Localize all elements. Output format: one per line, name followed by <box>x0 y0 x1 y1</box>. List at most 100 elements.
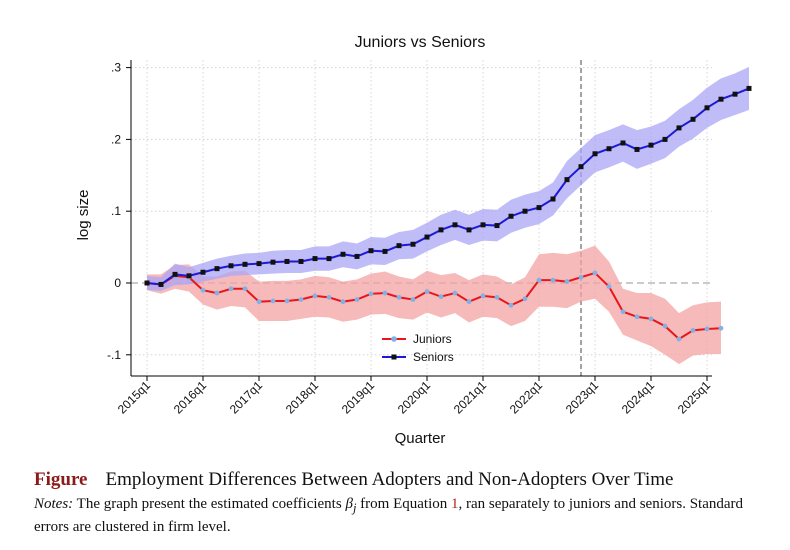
y-tick-label: .3 <box>111 61 121 75</box>
x-tick-label: 2024q1 <box>619 378 657 416</box>
juniors-point <box>368 291 374 297</box>
juniors-point <box>620 309 626 315</box>
seniors-point <box>508 213 514 219</box>
seniors-point <box>284 258 290 264</box>
seniors-point <box>438 227 444 233</box>
notes-text-1: The graph present the estimated coeffici… <box>76 496 346 512</box>
juniors-point <box>662 323 668 329</box>
juniors-point <box>214 290 220 296</box>
seniors-point <box>690 116 696 122</box>
juniors-point <box>480 293 486 299</box>
legend-seniors-label: Seniors <box>413 350 454 364</box>
y-tick-label: .2 <box>111 132 121 146</box>
seniors-point <box>228 263 234 269</box>
seniors-point <box>270 259 276 265</box>
figure-caption: Figure Employment Differences Between Ado… <box>34 468 754 537</box>
seniors-point <box>704 105 710 111</box>
juniors-point <box>550 277 556 283</box>
juniors-point <box>312 293 318 299</box>
juniors-point <box>564 279 570 284</box>
seniors-point <box>312 256 318 262</box>
seniors-point <box>620 140 626 146</box>
seniors-point <box>256 261 262 267</box>
y-tick-label: .1 <box>111 204 121 218</box>
seniors-point <box>424 234 430 240</box>
juniors-point <box>634 314 640 320</box>
juniors-point <box>536 277 542 283</box>
x-tick-label: 2015q1 <box>115 378 153 416</box>
juniors-point <box>494 294 500 300</box>
notes-text-2: from Equation <box>356 496 451 512</box>
juniors-point <box>592 270 598 276</box>
seniors-point <box>396 243 402 249</box>
equation-reference-link[interactable]: 1 <box>451 496 459 512</box>
juniors-point <box>382 290 388 296</box>
seniors-point <box>550 196 556 202</box>
juniors-point <box>200 287 206 293</box>
x-tick-label: 2019q1 <box>339 378 377 416</box>
seniors-point <box>480 222 486 228</box>
confidence-bands <box>147 66 749 365</box>
caption-title-line: Figure Employment Differences Between Ado… <box>34 468 754 492</box>
juniors-point <box>326 294 332 300</box>
juniors-point <box>704 326 710 332</box>
seniors-point <box>606 146 612 152</box>
juniors-point <box>690 327 696 333</box>
chart: .3 .2 .1 0 -.1 2015q1 2016q1 2017q1 2018q1 2019q… <box>75 34 752 447</box>
beta-subscript: j <box>352 501 357 515</box>
juniors-point <box>718 325 724 331</box>
seniors-point <box>158 281 164 287</box>
juniors-point <box>340 299 346 305</box>
series-markers <box>144 85 752 342</box>
legend-seniors-marker <box>391 354 397 360</box>
x-tick-label: 2016q1 <box>171 378 209 416</box>
x-axis-label: Quarter <box>395 430 446 447</box>
seniors-point <box>732 91 738 97</box>
seniors-point <box>592 151 598 157</box>
seniors-point <box>522 208 528 214</box>
juniors-point <box>438 294 444 300</box>
caption-notes: Notes: The graph present the estimated c… <box>34 495 754 537</box>
seniors-point <box>144 280 150 286</box>
seniors-point <box>368 248 374 254</box>
seniors-point <box>340 251 346 257</box>
legend: Juniors Seniors <box>382 332 454 364</box>
seniors-point <box>494 223 500 229</box>
juniors-point <box>676 336 682 342</box>
notes-label: Notes: <box>34 496 74 512</box>
legend-juniors-marker <box>391 336 397 342</box>
juniors-point <box>298 297 304 302</box>
juniors-point <box>284 298 290 304</box>
x-tick-label: 2020q1 <box>395 378 433 416</box>
juniors-point <box>396 294 402 300</box>
juniors-point <box>424 289 430 295</box>
seniors-point <box>382 248 388 254</box>
y-tick-label: 0 <box>114 276 121 290</box>
seniors-point <box>648 142 654 148</box>
seniors-point <box>242 261 248 267</box>
juniors-point <box>270 298 276 304</box>
juniors-point <box>466 299 472 305</box>
seniors-point <box>172 271 178 277</box>
x-ticks: 2015q1 2016q1 2017q1 2018q1 2019q1 2020q1 2021… <box>115 376 713 416</box>
seniors-point <box>200 269 206 275</box>
juniors-point <box>508 302 514 308</box>
caption-title: Employment Differences Between Adopters … <box>105 469 674 490</box>
seniors-point <box>536 205 542 211</box>
y-tick-label: -.1 <box>107 348 121 362</box>
juniors-confidence-band <box>147 245 721 365</box>
juniors-point <box>578 274 584 280</box>
y-axis-label: log size <box>75 190 92 241</box>
seniors-point <box>718 96 724 102</box>
notes-text-3: , ran separately to juniors and seniors.… <box>34 496 744 535</box>
juniors-point <box>522 296 528 302</box>
x-tick-label: 2025q1 <box>675 378 713 416</box>
seniors-point <box>634 146 640 152</box>
juniors-point <box>256 299 262 305</box>
seniors-point <box>298 258 304 264</box>
seniors-point <box>578 164 584 170</box>
y-ticks: .3 .2 .1 0 -.1 <box>107 61 131 362</box>
seniors-point <box>326 256 332 262</box>
seniors-point <box>452 222 458 228</box>
seniors-point <box>410 241 416 247</box>
